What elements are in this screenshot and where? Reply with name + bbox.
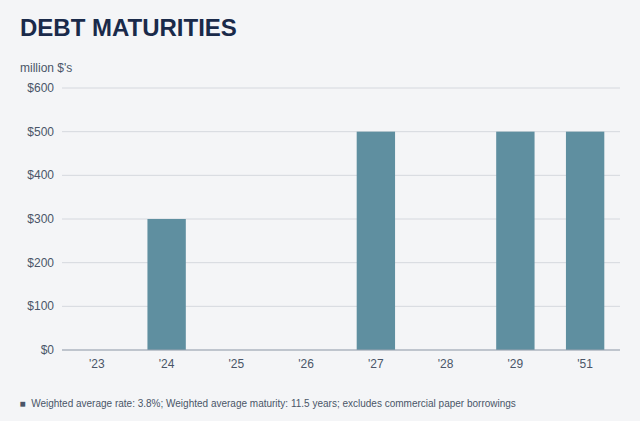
y-axis-label: million $'s [20, 61, 72, 75]
background [0, 0, 640, 421]
grid-line [62, 131, 620, 132]
y-tick-label: $200 [27, 256, 54, 270]
x-tick-label: '23 [89, 357, 105, 371]
y-tick-label: $400 [27, 168, 54, 182]
y-axis: $0 $100 $200 $300 $400 $500 $600 [27, 81, 620, 357]
x-axis: '23 '24 '25 '26 '27 '28 '29 '51 [62, 350, 620, 371]
x-tick-label: '26 [298, 357, 314, 371]
y-tick-label: $300 [27, 212, 54, 226]
x-tick-label: '27 [368, 357, 384, 371]
x-tick-label: '28 [438, 357, 454, 371]
grid-line [62, 262, 620, 263]
x-tick-label: '24 [159, 357, 175, 371]
grid-line [62, 350, 620, 351]
bar [566, 132, 604, 350]
y-tick-label: $600 [27, 81, 54, 95]
y-tick-label: $500 [27, 125, 54, 139]
chart-svg: $0$100$200$300$400$500$600'23'24'25'26'2… [0, 0, 640, 421]
grid-line [62, 175, 620, 176]
x-tick-label: '29 [508, 357, 524, 371]
chart-container: $0$100$200$300$400$500$600'23'24'25'26'2… [0, 0, 640, 421]
y-tick-label: $0 [41, 343, 55, 357]
grid-line [62, 306, 620, 307]
grid-line [62, 88, 620, 89]
bar [147, 219, 185, 350]
grid-line [62, 219, 620, 220]
bar [357, 132, 395, 350]
footnote: ■ Weighted average rate: 3.8%; Weighted … [14, 398, 516, 409]
bar [496, 132, 534, 350]
x-axis-line [62, 350, 620, 351]
x-tick-label: '51 [577, 357, 593, 371]
bars [147, 132, 604, 350]
title: DEBT MATURITIES [20, 14, 237, 41]
x-tick-label: '25 [229, 357, 245, 371]
y-tick-label: $100 [27, 299, 54, 313]
